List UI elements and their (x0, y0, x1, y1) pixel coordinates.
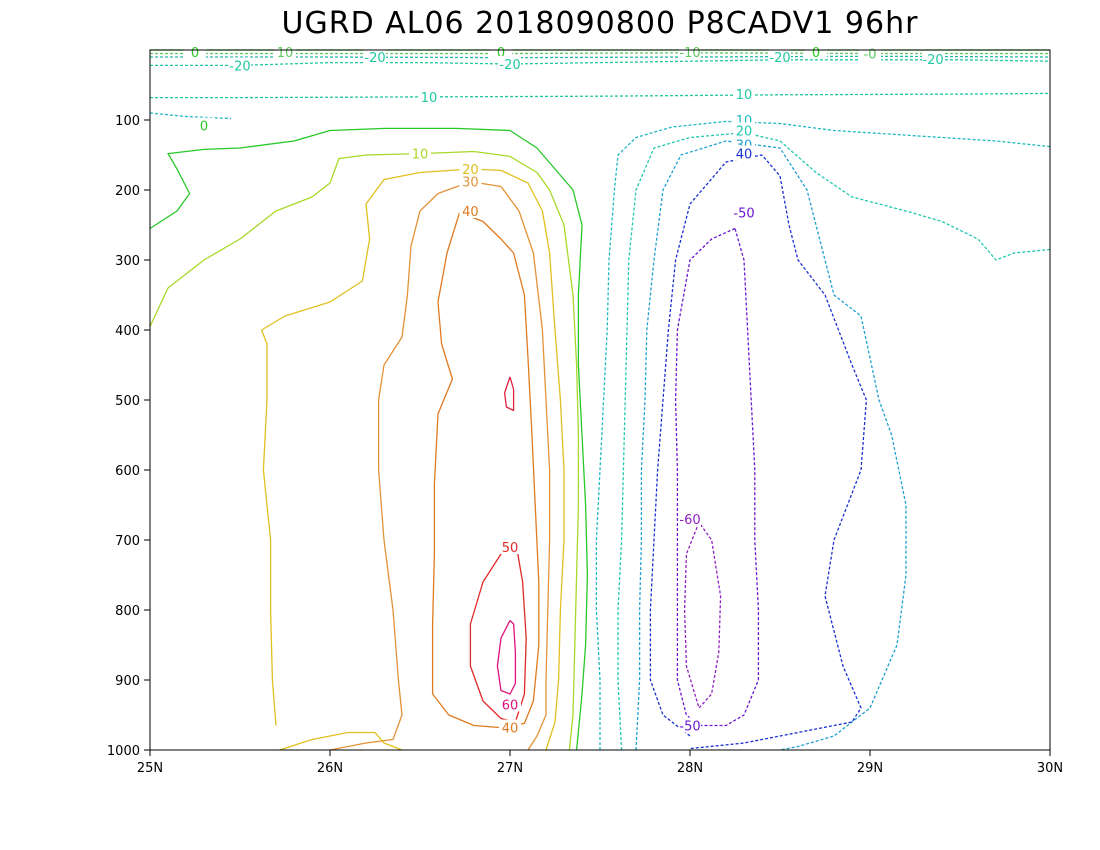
contour-label-bg (490, 44, 512, 60)
contour-label-bg (459, 203, 482, 218)
contour-label-bg (733, 145, 755, 161)
contour-label-bg (459, 161, 482, 176)
contour-label: 50 (502, 541, 519, 556)
contour-label-bg (805, 44, 827, 60)
contour-line-8 (149, 127, 589, 751)
contour-label: -50 (733, 206, 754, 221)
contour-line-0 (496, 620, 517, 695)
contour-line-16 (674, 227, 760, 727)
y-tick-label: 200 (115, 184, 140, 199)
contour-label: 20 (462, 163, 479, 178)
contour-label: 0 (200, 120, 208, 135)
contour-line-18 (150, 59, 1051, 67)
contour-label-bg (364, 49, 386, 64)
contour-label: 40 (736, 148, 753, 163)
contour-label-bg (418, 88, 440, 104)
x-tick-label: 27N (497, 761, 523, 776)
contour-label-bg (733, 204, 755, 220)
contour-label: -20 (769, 51, 790, 66)
contour-label: 0 (191, 46, 199, 61)
contour-label: 0 (812, 46, 820, 61)
contour-line-7 (149, 150, 580, 751)
y-tick-label: 500 (115, 394, 140, 409)
contour-label-bg (499, 539, 521, 554)
contour-label: 0 (497, 46, 505, 61)
contour-line-12 (595, 120, 1051, 750)
contour-line-3 (431, 211, 540, 729)
contour-label-bg (499, 56, 521, 71)
y-tick-label: 1000 (107, 744, 140, 759)
contour-line-15 (649, 154, 868, 750)
contour-line-11 (149, 112, 232, 120)
contour-label-bg (499, 696, 521, 712)
contour-label-bg (679, 717, 701, 733)
contour-label: -20 (364, 51, 385, 66)
contour-label: 20 (736, 125, 753, 140)
contour-label-bg (733, 86, 755, 102)
contour-label-bg (184, 44, 206, 60)
contour-line-13 (617, 131, 1051, 751)
y-axis: 100 200 300 400 500 600 700 800 900 1000 (107, 114, 150, 759)
y-tick-label: 600 (115, 464, 140, 479)
contour-label: -10 (679, 46, 700, 61)
y-tick-label: 300 (115, 254, 140, 269)
contour-line-4 (329, 180, 551, 751)
x-tick-label: 26N (317, 761, 343, 776)
y-tick-label: 800 (115, 604, 140, 619)
contour-label: -50 (679, 720, 700, 735)
contour-label: 10 (277, 46, 294, 61)
contour-line-1 (503, 376, 515, 412)
contour-label: -20 (229, 59, 250, 74)
contour-label: 10 (412, 148, 429, 163)
contour-line-20 (150, 55, 1051, 59)
contour-label-bg (922, 51, 944, 67)
x-tick-label: 28N (677, 761, 703, 776)
contour-line-6 (260, 168, 565, 751)
contour-line-5 (279, 731, 403, 751)
contour-label: 10 (736, 88, 753, 103)
contour-line-10 (150, 92, 1051, 99)
contour-label-layer: 605040403020100000101010203040-50-50-60-… (184, 44, 944, 737)
contour-label-bg (679, 44, 701, 60)
y-tick-label: 400 (115, 324, 140, 339)
contour-label: 30 (462, 176, 479, 191)
plot-frame (149, 49, 1051, 751)
contour-label: 10 (421, 91, 438, 106)
contour-label-bg (229, 57, 251, 73)
x-tick-label: 29N (857, 761, 883, 776)
contour-label-bg (459, 173, 482, 189)
contour-label-bg (679, 511, 701, 526)
contour-label-bg (409, 145, 431, 161)
contour-line-17 (683, 522, 722, 709)
contour-label: -60 (679, 513, 700, 528)
y-tick-label: 900 (115, 674, 140, 689)
contour-label: -0 (864, 48, 877, 63)
contour-label-bg (193, 117, 215, 133)
contour-line-14 (635, 140, 907, 751)
y-tick-label: 100 (115, 114, 140, 129)
contour-line-2 (469, 547, 527, 723)
x-axis: 25N 26N 27N 28N 29N 30N (137, 750, 1063, 776)
contour-label: 60 (502, 699, 519, 714)
x-tick-label: 25N (137, 761, 163, 776)
contour-label: -20 (499, 58, 520, 73)
contour-layer (149, 49, 1051, 751)
contour-label-bg (769, 49, 791, 64)
contour-label-bg (859, 45, 881, 61)
x-tick-label: 30N (1037, 761, 1063, 776)
chart-title: UGRD AL06 2018090800 P8CADV1 96hr (282, 6, 919, 41)
contour-label: 40 (502, 722, 519, 737)
contour-label-bg (733, 122, 755, 138)
contour-label: 40 (462, 205, 479, 220)
contour-label: -20 (922, 53, 943, 68)
y-tick-label: 700 (115, 534, 140, 549)
contour-line-19 (150, 52, 1050, 55)
contour-label-bg (499, 719, 521, 735)
contour-label-bg (274, 44, 296, 60)
